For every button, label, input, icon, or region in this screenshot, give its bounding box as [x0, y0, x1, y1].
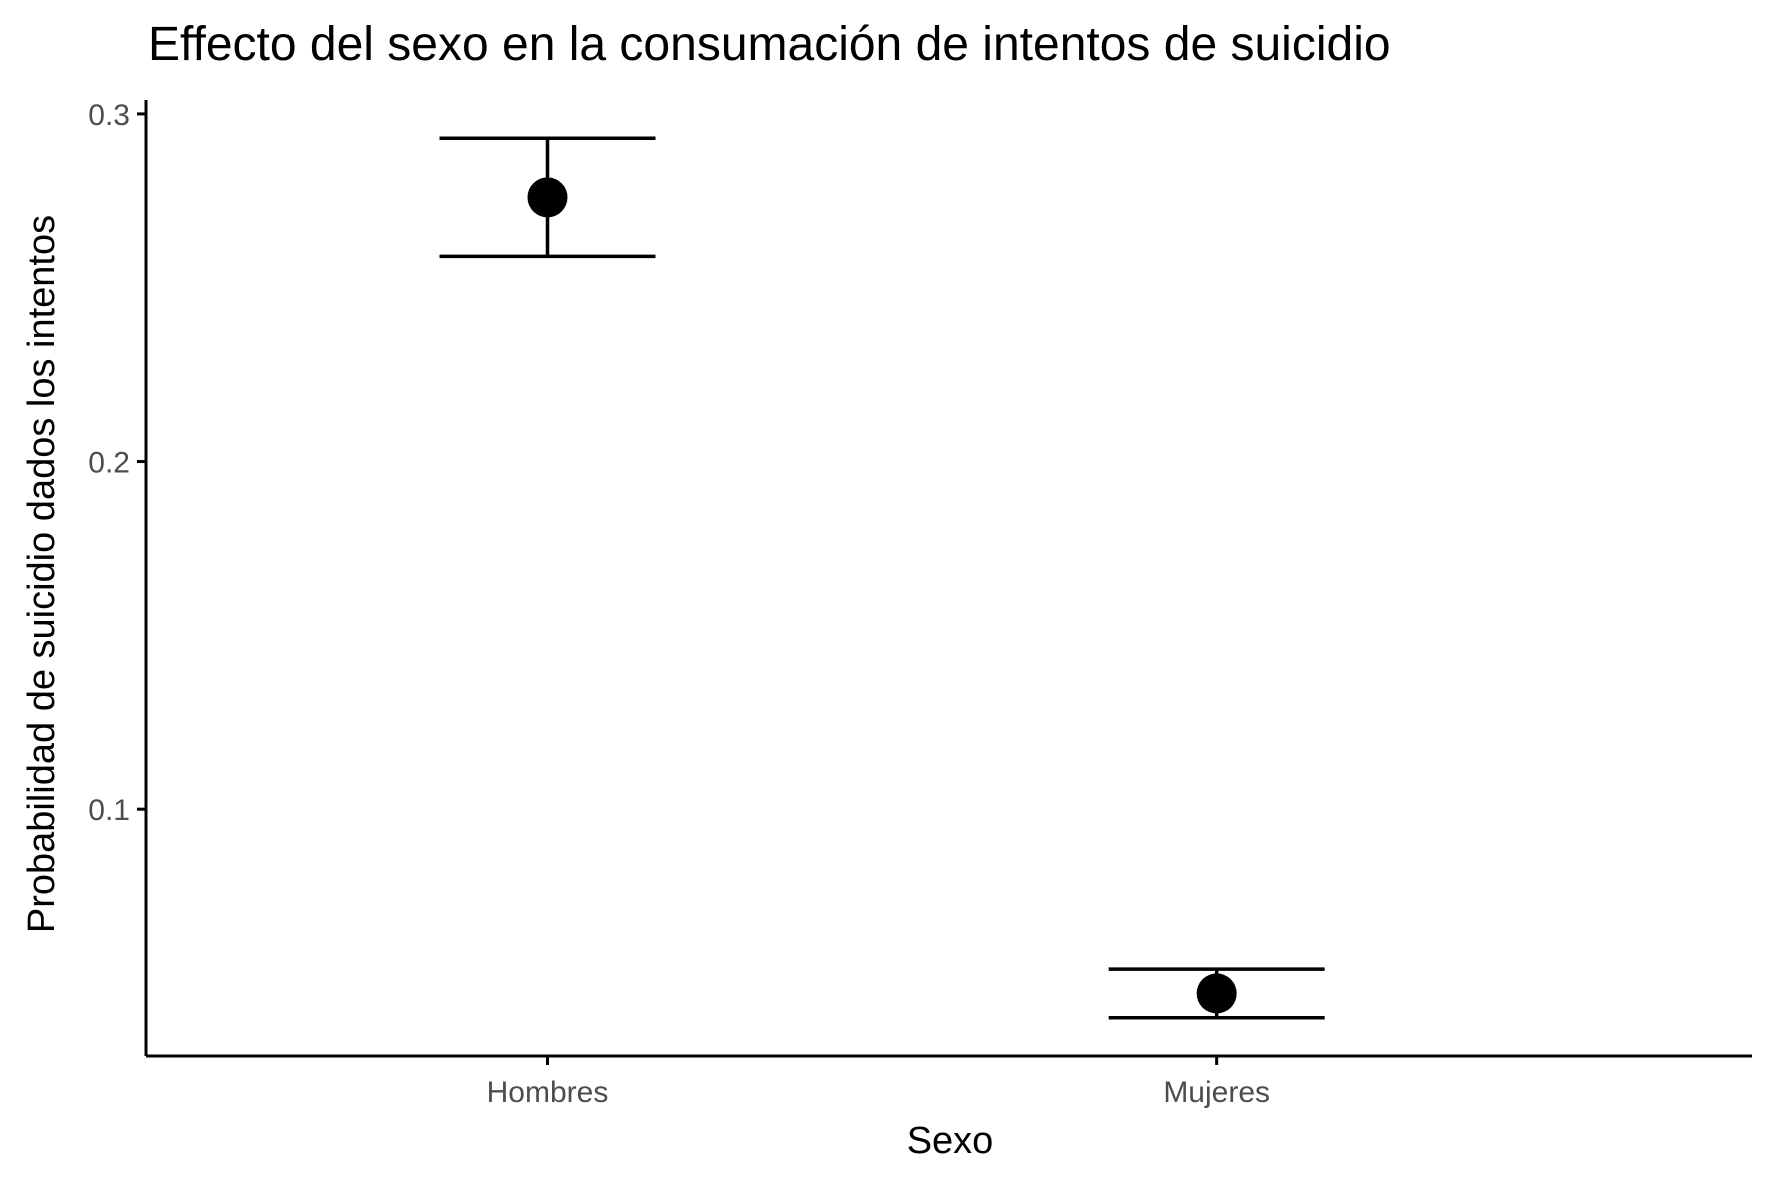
y-tick-label: 0.2	[88, 447, 130, 480]
data-point	[527, 177, 568, 218]
x-axis-title: Sexo	[907, 1120, 994, 1162]
y-tick-label: 0.3	[88, 99, 130, 132]
chart-title: Effecto del sexo en la consumación de in…	[148, 18, 1391, 71]
y-tick-label: 0.1	[88, 794, 130, 827]
y-axis-ticks: 0.1 0.2 0.3	[88, 99, 146, 827]
error-bar-group	[1108, 967, 1325, 1020]
error-bar-group	[439, 136, 656, 259]
y-axis-title: Probabilidad de suicidio dados los inten…	[21, 215, 63, 933]
data-point	[1196, 973, 1237, 1014]
x-axis-ticks: Hombres Mujeres	[487, 1056, 1270, 1109]
x-tick-label: Hombres	[487, 1076, 609, 1109]
plot-area	[439, 136, 1325, 1020]
x-tick-label: Mujeres	[1163, 1076, 1270, 1109]
